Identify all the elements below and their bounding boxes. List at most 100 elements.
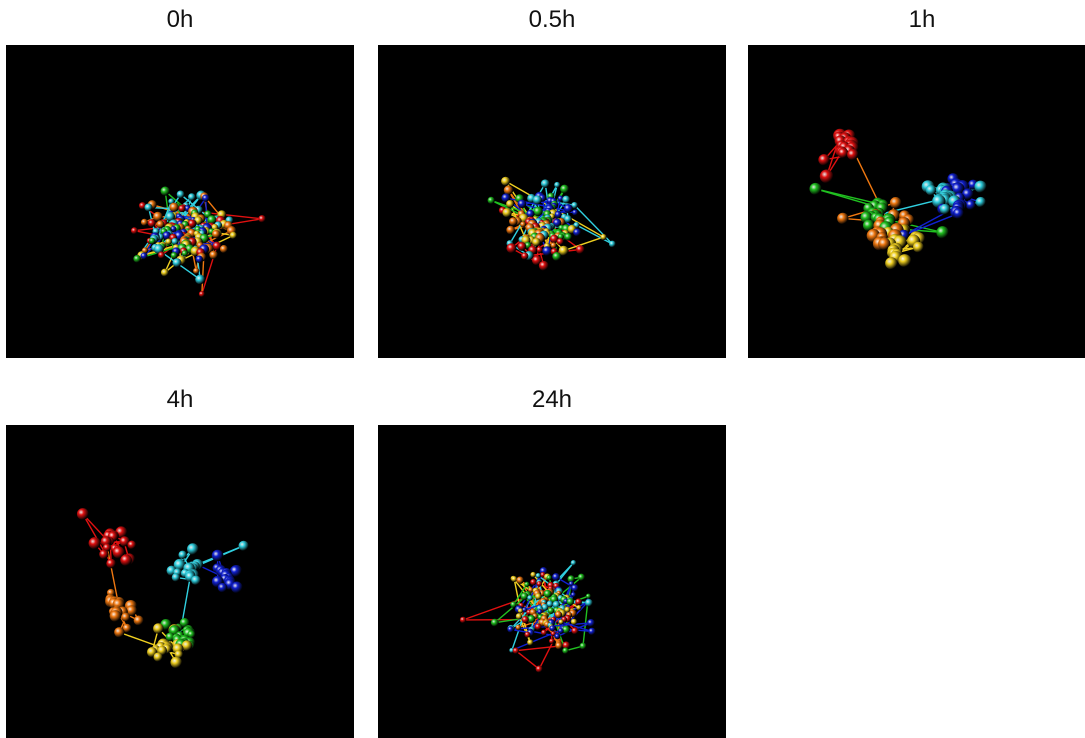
bead (588, 628, 595, 635)
bead (209, 251, 218, 260)
bead (609, 241, 616, 248)
bead (838, 148, 848, 158)
bead (178, 205, 185, 212)
bead (564, 233, 572, 241)
bead (182, 250, 188, 256)
bead (131, 227, 138, 234)
bead (525, 632, 531, 638)
bead (820, 170, 834, 184)
bead (133, 255, 141, 263)
bead (191, 575, 201, 585)
bead (940, 204, 951, 215)
bead (154, 652, 163, 661)
bead (573, 228, 581, 236)
bead (567, 598, 574, 605)
bead (165, 238, 171, 244)
structure-image (378, 425, 726, 738)
bead-chain-render (378, 425, 726, 738)
bead (809, 183, 821, 195)
bead (585, 599, 593, 607)
bead (516, 625, 521, 630)
bead (576, 245, 585, 254)
bead (506, 226, 515, 235)
bead-chain-render (6, 45, 354, 358)
bead (572, 209, 578, 215)
bead (491, 619, 499, 627)
structure-image (378, 45, 726, 358)
bead (506, 243, 516, 253)
bead (178, 551, 186, 559)
bead (172, 573, 180, 581)
bead (549, 638, 554, 643)
bead (562, 648, 568, 654)
bead (533, 207, 543, 217)
bead (89, 537, 101, 549)
bead-chain-render (6, 425, 354, 738)
bead (530, 579, 536, 585)
bead (231, 582, 243, 594)
structure-image (6, 45, 354, 358)
bead (218, 583, 228, 593)
bead (513, 648, 519, 654)
chain-link (575, 205, 613, 244)
chain-link (516, 651, 539, 669)
bead (507, 626, 513, 632)
bead (144, 203, 152, 211)
bead (153, 623, 164, 634)
bead (202, 194, 209, 201)
bead-chain-render (378, 45, 726, 358)
bead (220, 245, 228, 253)
bead (571, 584, 578, 591)
bead (559, 619, 564, 624)
bead (212, 550, 224, 562)
bead (539, 261, 549, 271)
bead (547, 575, 552, 580)
panel-title: 1h (748, 0, 1085, 40)
bead (818, 154, 829, 165)
bead (541, 179, 550, 188)
bead (548, 607, 555, 614)
bead (521, 593, 529, 601)
bead (516, 613, 522, 619)
bead (153, 212, 163, 222)
bead (544, 590, 552, 598)
bead (552, 573, 560, 581)
bead (541, 630, 547, 636)
bead (600, 234, 606, 240)
bead (890, 197, 902, 209)
bead (587, 619, 595, 627)
bead (974, 181, 986, 193)
bead (536, 666, 543, 673)
bead (134, 616, 144, 626)
bead (141, 252, 148, 259)
bead (536, 246, 543, 253)
bead (571, 560, 577, 566)
bead (557, 238, 564, 245)
panel-title: 24h (378, 380, 726, 420)
bead (161, 269, 169, 277)
bead (161, 186, 170, 195)
bead-chain-render (748, 45, 1085, 358)
bead (141, 219, 148, 226)
bead (99, 550, 108, 559)
bead (550, 242, 556, 248)
bead (576, 605, 581, 610)
bead (149, 238, 156, 245)
bead (158, 252, 165, 259)
bead (521, 252, 528, 259)
bead (885, 257, 897, 269)
bead (898, 254, 911, 267)
structure-image (6, 425, 354, 738)
bead (524, 582, 529, 587)
bead (966, 200, 976, 210)
bead (575, 598, 582, 605)
bead (578, 574, 585, 581)
bead (509, 217, 518, 226)
chain-link (815, 189, 877, 204)
bead (169, 203, 178, 212)
bead (953, 208, 964, 219)
bead (110, 610, 122, 622)
bead (501, 177, 510, 186)
bead (532, 238, 541, 247)
bead (533, 195, 542, 204)
